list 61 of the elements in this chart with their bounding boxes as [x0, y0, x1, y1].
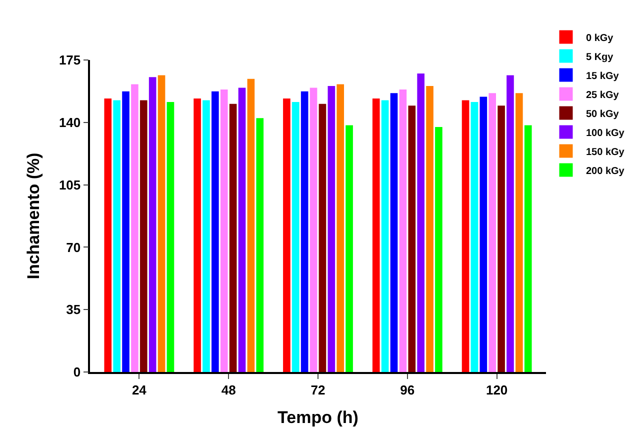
- legend-label: 0 kGy: [586, 32, 614, 44]
- bar: [104, 98, 112, 372]
- bar: [229, 104, 237, 372]
- bar: [113, 100, 120, 372]
- legend-label: 50 kGy: [586, 108, 620, 120]
- x-tick-label: 48: [221, 382, 236, 398]
- bar: [220, 90, 228, 372]
- bar: [148, 77, 156, 372]
- bar: [256, 118, 264, 372]
- bar: [318, 104, 326, 372]
- y-tick-label: 70: [66, 240, 81, 255]
- bar: [194, 98, 201, 372]
- x-tick-label: 96: [400, 382, 415, 398]
- bar: [524, 125, 532, 372]
- bar: [435, 127, 442, 372]
- y-tick-label: 0: [73, 364, 81, 380]
- bar: [506, 75, 514, 372]
- bar: [516, 93, 523, 372]
- bar: [283, 98, 290, 372]
- bar: [480, 96, 488, 372]
- bar: [247, 78, 255, 372]
- bar: [202, 100, 210, 372]
- bar: [300, 91, 308, 372]
- bar: [372, 98, 380, 372]
- legend-label: 15 kGy: [586, 70, 620, 82]
- x-tick-label: 72: [310, 382, 326, 398]
- bar: [426, 86, 434, 372]
- bar: [488, 93, 496, 372]
- bar: [462, 100, 470, 372]
- bar: [310, 88, 318, 372]
- bar: [336, 84, 344, 372]
- bar: [166, 102, 174, 372]
- y-axis-title: Inchamento (%): [24, 152, 43, 280]
- bar: [470, 102, 478, 372]
- bar: [238, 88, 246, 372]
- bar: [131, 84, 138, 372]
- x-axis-title: Tempo (h): [278, 408, 358, 428]
- legend-label: 25 kGy: [586, 90, 620, 101]
- bar: [212, 91, 219, 372]
- y-tick-label: 35: [66, 302, 81, 318]
- y-tick-label: 140: [58, 114, 81, 130]
- bar: [158, 75, 166, 372]
- bar: [292, 102, 300, 372]
- bar: [328, 86, 336, 372]
- bar: [417, 74, 424, 372]
- bar: [390, 93, 398, 372]
- x-tick-label: 24: [132, 382, 148, 398]
- legend-label: 200 kGy: [586, 166, 625, 177]
- bar: [381, 100, 389, 372]
- legend-label: 100 kGy: [586, 128, 625, 139]
- bar: [399, 90, 407, 372]
- legend-label: 5 Kgy: [586, 52, 614, 63]
- y-tick-label: 175: [58, 52, 81, 68]
- y-tick-label: 105: [58, 177, 81, 192]
- bar: [346, 125, 353, 372]
- bar: [408, 106, 416, 372]
- x-tick-label: 120: [486, 382, 508, 398]
- bar: [498, 106, 505, 372]
- bar: [140, 100, 148, 372]
- legend-label: 150 kGy: [586, 146, 625, 158]
- bar: [122, 91, 130, 372]
